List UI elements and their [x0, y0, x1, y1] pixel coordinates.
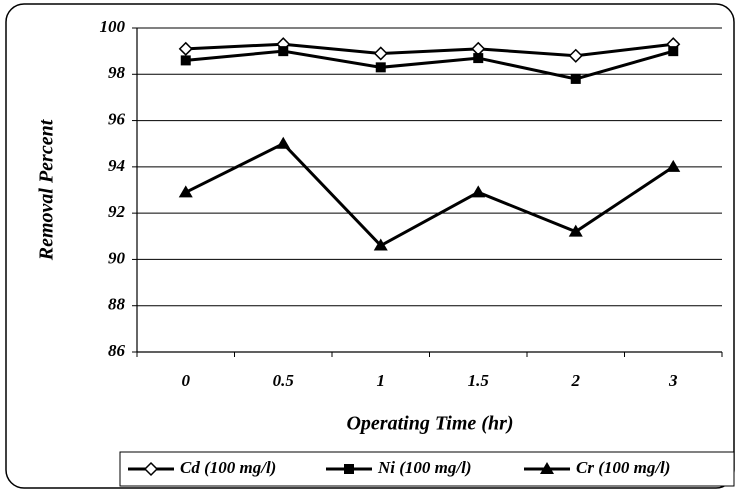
x-tick-label: 1: [377, 371, 386, 390]
y-tick-label: 86: [108, 341, 126, 360]
legend-box: [119, 451, 735, 487]
data-point: [278, 46, 289, 57]
x-tick-label: 3: [668, 371, 678, 390]
x-tick-label: 2: [571, 371, 581, 390]
series-line: [185, 42, 674, 58]
data-point: [568, 48, 583, 63]
data-point: [375, 62, 386, 73]
chart-border: [5, 3, 735, 489]
data-point: [276, 136, 291, 149]
legend-marker: [344, 464, 354, 474]
series-line: [185, 141, 675, 248]
y-tick-label: 98: [108, 63, 126, 82]
x-tick-label: 0: [182, 371, 191, 390]
legend-label: Cd (100 mg/l): [180, 458, 276, 477]
legend-label: Ni (100 mg/l): [377, 458, 472, 477]
y-tick-label: 92: [108, 202, 126, 221]
y-tick-label: 100: [100, 17, 126, 36]
y-tick-label: 88: [108, 295, 126, 314]
data-point: [373, 46, 388, 61]
series-line: [185, 49, 674, 81]
data-point: [178, 185, 193, 198]
data-point: [471, 185, 486, 198]
data-point: [178, 41, 193, 56]
data-point: [473, 53, 484, 64]
data-point: [666, 159, 681, 172]
x-axis-title: Operating Time (hr): [346, 413, 513, 435]
y-tick-label: 96: [108, 109, 126, 128]
y-axis-title: Removal Percent: [36, 118, 58, 261]
y-tick-label: 90: [108, 248, 126, 267]
data-point: [373, 238, 388, 251]
legend-marker: [540, 462, 554, 474]
data-point: [668, 46, 679, 57]
data-point: [180, 55, 191, 66]
legend-marker: [143, 461, 159, 477]
data-point: [568, 224, 583, 237]
x-tick-label: 1.5: [468, 371, 490, 390]
y-tick-label: 94: [108, 156, 125, 175]
data-point: [570, 73, 581, 84]
legend-label: Cr (100 mg/l): [576, 458, 670, 477]
x-tick-label: 0.5: [273, 371, 295, 390]
